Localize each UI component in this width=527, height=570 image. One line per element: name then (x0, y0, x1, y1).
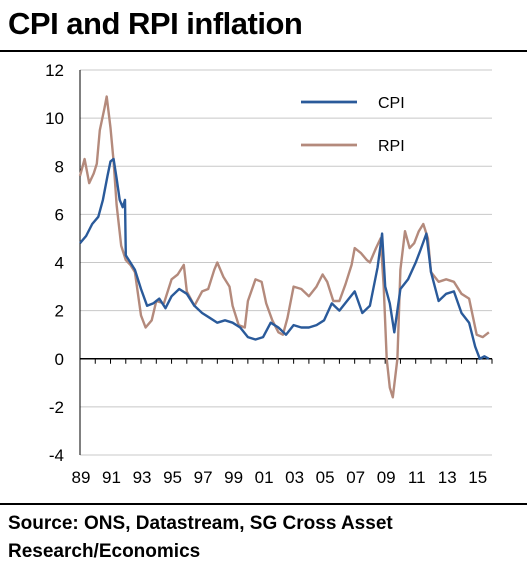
y-tick-label: 12 (45, 61, 64, 80)
x-tick-label: 93 (133, 468, 152, 487)
y-tick-label: 0 (55, 350, 64, 369)
x-tick-label: 11 (408, 468, 426, 487)
series-line-rpi (78, 95, 490, 399)
x-tick-label: 95 (163, 468, 182, 487)
source-rule (0, 503, 527, 505)
source-note: Source: ONS, Datastream, SG Cross Asset … (8, 513, 393, 562)
legend-label-rpi: RPI (378, 138, 405, 155)
line-chart: -4 -2 0 2 4 6 8 10 12 89 91 93 95 97 99 01 03 05 07 09 11 13 1… (45, 61, 493, 487)
x-tick-label: 15 (468, 468, 487, 487)
y-tick-label: 2 (55, 302, 64, 321)
x-tick-label: 97 (194, 468, 213, 487)
series-line-cpi (79, 157, 490, 360)
x-tick-label: 13 (438, 468, 457, 487)
y-tick-label: 8 (55, 157, 64, 176)
y-tick-label: -2 (49, 398, 64, 417)
x-tick-label: 01 (255, 468, 274, 487)
x-tick-label: 03 (285, 468, 304, 487)
y-tick-label: 4 (55, 254, 64, 273)
x-tick-label: 07 (346, 468, 365, 487)
title-rule (0, 50, 527, 52)
y-tick-label: -4 (49, 446, 64, 465)
x-tick-label: 89 (72, 468, 91, 487)
legend-label-cpi: CPI (378, 95, 405, 112)
chart-title: CPI and RPI inflation (8, 6, 303, 41)
y-tick-label: 6 (55, 205, 64, 224)
x-tick-label: 91 (102, 468, 121, 487)
x-tick-label: 09 (377, 468, 396, 487)
y-tick-label: 10 (45, 109, 64, 128)
x-tick-label: 99 (224, 468, 243, 487)
x-tick-label: 05 (316, 468, 335, 487)
